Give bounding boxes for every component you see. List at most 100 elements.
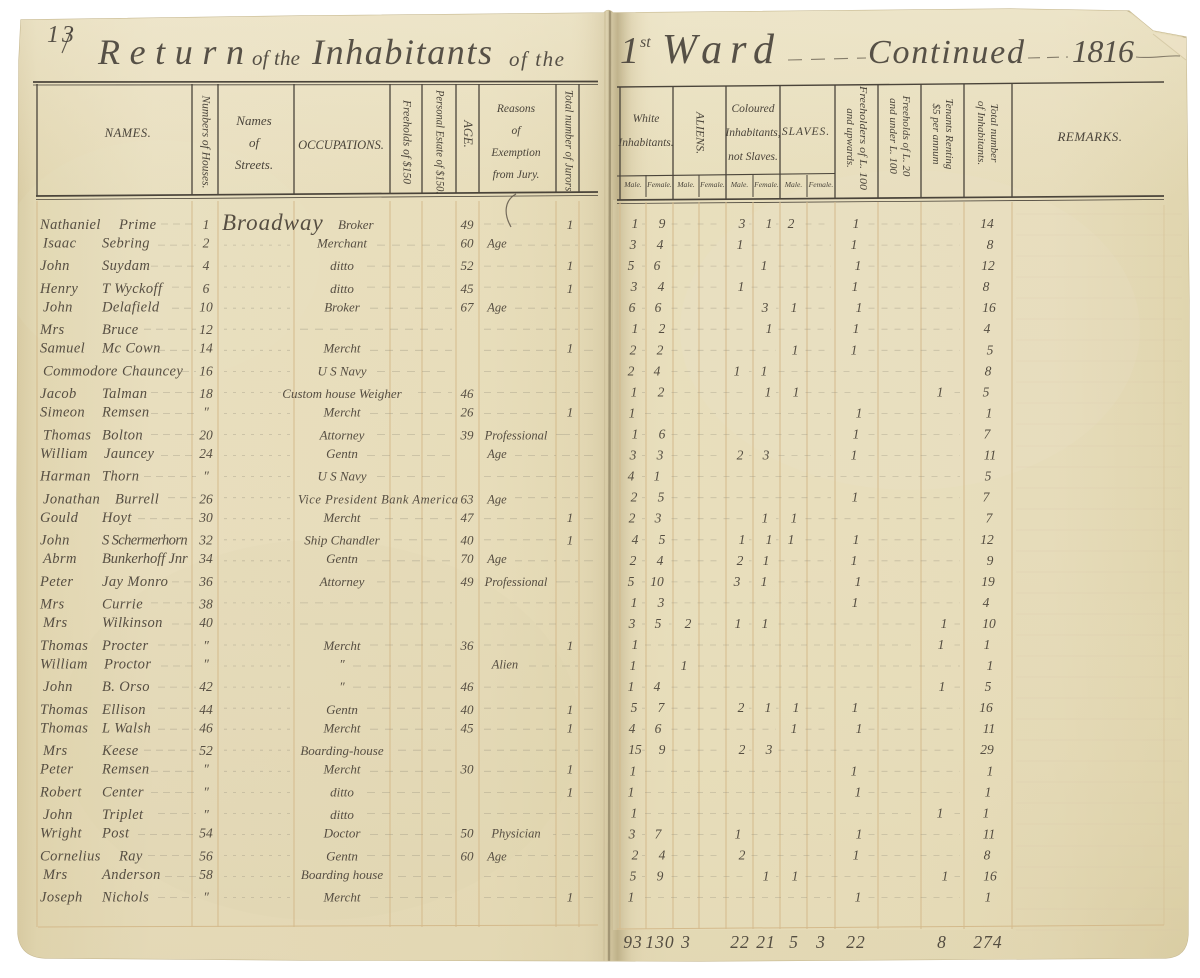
svg-text:1: 1 [567, 762, 574, 777]
svg-text:of Inhabitants.: of Inhabitants. [975, 101, 987, 165]
svg-text:Mrs: Mrs [42, 867, 68, 883]
svg-text:Ship Chandler: Ship Chandler [304, 533, 380, 548]
svg-text:3: 3 [657, 595, 665, 610]
svg-text:1: 1 [567, 510, 574, 525]
svg-text:3: 3 [680, 932, 691, 952]
svg-text:5: 5 [628, 574, 635, 589]
svg-text:2: 2 [631, 490, 638, 505]
svg-text:49: 49 [461, 217, 475, 232]
svg-text:Thorn: Thorn [102, 469, 139, 485]
svg-text:Peter: Peter [39, 762, 73, 778]
svg-text:1: 1 [628, 679, 635, 694]
svg-text:1: 1 [681, 658, 688, 673]
svg-text:Jauncey: Jauncey [104, 446, 154, 462]
svg-text:Delafield: Delafield [101, 299, 160, 315]
svg-text:NAMES.: NAMES. [104, 126, 151, 140]
svg-text:Thomas: Thomas [40, 720, 88, 736]
svg-text:″: ″ [339, 656, 345, 671]
svg-text:1: 1 [855, 258, 862, 273]
svg-text:″: ″ [203, 469, 209, 484]
svg-text:3: 3 [654, 511, 662, 526]
svg-text:14: 14 [199, 341, 213, 356]
svg-text:11: 11 [983, 827, 996, 842]
svg-text:1: 1 [567, 890, 574, 905]
svg-text:22: 22 [846, 932, 866, 952]
svg-text:SLAVES.: SLAVES. [782, 126, 830, 138]
svg-text:″: ″ [339, 679, 345, 694]
svg-text:L Walsh: L Walsh [101, 720, 151, 736]
svg-text:Female.: Female. [753, 180, 779, 189]
svg-text:1: 1 [567, 720, 574, 735]
svg-text:3: 3 [761, 300, 769, 315]
svg-text:″: ″ [203, 807, 209, 822]
svg-text:1: 1 [855, 784, 862, 799]
svg-text:40: 40 [461, 533, 475, 548]
svg-text:44: 44 [199, 702, 213, 717]
svg-text:Freeholders of L. 100: Freeholders of L. 100 [857, 85, 869, 191]
svg-text:Inhabitants.: Inhabitants. [617, 137, 673, 149]
svg-text:1: 1 [792, 869, 799, 884]
svg-text:3: 3 [630, 279, 638, 294]
svg-text:1: 1 [852, 595, 859, 610]
svg-text:1: 1 [766, 216, 773, 231]
svg-text:John: John [40, 533, 70, 549]
svg-text:Cornelius: Cornelius [40, 848, 101, 864]
svg-text:Simeon: Simeon [40, 405, 85, 421]
svg-text:6: 6 [654, 258, 661, 273]
svg-text:16: 16 [983, 869, 997, 884]
svg-text:Remsen: Remsen [101, 405, 150, 421]
svg-text:1: 1 [984, 637, 991, 652]
svg-text:1: 1 [620, 30, 639, 72]
svg-text:1: 1 [856, 827, 863, 842]
svg-text:Boarding-house: Boarding-house [300, 743, 384, 758]
svg-text:4: 4 [628, 469, 635, 484]
svg-text:Thomas: Thomas [40, 702, 88, 718]
svg-text:4: 4 [659, 848, 666, 863]
svg-text:Mrs: Mrs [39, 322, 65, 338]
svg-text:John: John [43, 299, 73, 315]
svg-text:Boarding house: Boarding house [301, 867, 383, 882]
svg-text:Names: Names [235, 113, 271, 128]
svg-text:1: 1 [937, 805, 944, 820]
svg-text:″: ″ [203, 405, 209, 420]
svg-text:4: 4 [658, 279, 665, 294]
svg-text:1: 1 [942, 869, 949, 884]
svg-text:Mercht: Mercht [322, 890, 360, 905]
svg-text:Henry: Henry [39, 281, 78, 297]
svg-text:1: 1 [632, 427, 639, 442]
svg-text:67: 67 [461, 299, 475, 314]
svg-text:16: 16 [982, 300, 996, 315]
svg-text:2: 2 [737, 448, 744, 463]
svg-text:2: 2 [685, 616, 692, 631]
svg-text:1: 1 [788, 532, 795, 547]
svg-text:15: 15 [628, 742, 642, 757]
svg-text:Male.: Male. [730, 180, 749, 189]
svg-text:Harman: Harman [39, 469, 91, 485]
svg-text:2: 2 [657, 342, 664, 357]
svg-text:Total number of Jurors.: Total number of Jurors. [562, 90, 574, 194]
svg-text:10: 10 [982, 616, 996, 631]
svg-text:Thomas: Thomas [40, 638, 88, 654]
svg-text:John: John [40, 258, 70, 274]
svg-text:5: 5 [659, 532, 666, 547]
svg-text:130: 130 [645, 932, 674, 952]
svg-text:1: 1 [761, 574, 768, 589]
svg-text:Numbers of Houses.: Numbers of Houses. [199, 95, 211, 189]
svg-text:4: 4 [983, 595, 990, 610]
svg-text:1: 1 [630, 658, 637, 673]
svg-text:Age: Age [486, 492, 507, 506]
svg-text:Bunkerhoff Jnr: Bunkerhoff Jnr [102, 551, 188, 567]
svg-text:1: 1 [762, 511, 769, 526]
svg-text:Procter: Procter [101, 638, 149, 654]
svg-text:7: 7 [658, 700, 666, 715]
svg-text:Prime: Prime [118, 217, 157, 233]
svg-text:6: 6 [659, 427, 666, 442]
svg-text:S Schermerhorn: S Schermerhorn [102, 533, 188, 549]
svg-text:1: 1 [938, 637, 945, 652]
svg-text:Suydam: Suydam [102, 258, 150, 274]
svg-text:13: 13 [47, 22, 77, 48]
svg-text:1: 1 [567, 341, 574, 356]
svg-text:Bruce: Bruce [102, 322, 139, 338]
svg-text:1: 1 [937, 384, 944, 399]
svg-text:ALIENS.: ALIENS. [693, 111, 707, 154]
